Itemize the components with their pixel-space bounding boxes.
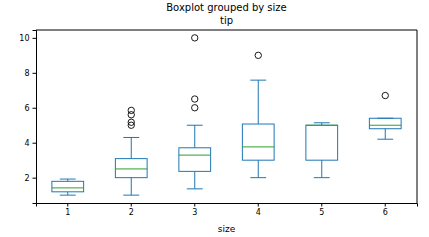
x-tick-label: 2	[129, 208, 134, 217]
subtitle: tip	[220, 15, 233, 26]
x-tick: 1	[65, 203, 70, 217]
y-tick: 2	[24, 174, 36, 183]
x-tick: 5	[319, 203, 324, 217]
y-tick-label: 10	[19, 34, 29, 43]
whisker-high	[258, 80, 259, 124]
y-tick-mark	[33, 178, 37, 179]
cap-high	[187, 125, 203, 126]
boxes	[52, 35, 401, 195]
y-tick-label: 4	[24, 139, 29, 148]
median	[115, 168, 147, 169]
x-axis: 1 2 3 4 5 6	[37, 203, 418, 217]
whisker-low	[321, 160, 322, 177]
cap-high	[314, 122, 330, 123]
box-group	[52, 179, 84, 195]
y-tick: 8	[24, 69, 36, 78]
outlier	[382, 92, 388, 98]
median	[179, 155, 211, 156]
y-tick: 10	[19, 34, 36, 43]
plot-area: 246810123456	[19, 30, 417, 217]
median	[242, 146, 274, 147]
outlier	[192, 96, 198, 102]
y-axis-line	[33, 31, 37, 204]
box-group	[179, 35, 211, 189]
y-tick-mark	[33, 108, 37, 109]
x-tick-mark	[194, 203, 195, 207]
x-tick: 4	[256, 203, 261, 217]
y-tick-mark	[33, 38, 37, 39]
whisker-low	[131, 178, 132, 195]
x-axis-label: size	[218, 224, 236, 234]
cap-high	[250, 80, 266, 81]
outlier	[128, 107, 134, 113]
x-tick: 2	[129, 203, 134, 217]
x-tick-label: 6	[383, 208, 388, 217]
cap-low	[314, 177, 330, 178]
median	[369, 125, 401, 126]
y-axis: 2 4 6 8 10	[19, 31, 36, 204]
x-tick-label: 4	[256, 208, 261, 217]
frame-right	[417, 30, 418, 203]
x-tick-label: 5	[319, 208, 324, 217]
x-tick: 3	[192, 203, 197, 217]
cap-low	[377, 139, 393, 140]
median	[52, 187, 84, 188]
chart: 246810123456Boxplot grouped by sizetipsi…	[0, 0, 429, 237]
box	[306, 125, 338, 160]
box-group	[306, 123, 338, 178]
y-tick-mark	[33, 143, 37, 144]
frame-top	[36, 30, 417, 31]
box-group	[369, 92, 401, 139]
box-group	[242, 52, 274, 178]
x-axis-line	[37, 204, 418, 207]
y-tick-label: 8	[24, 69, 29, 78]
y-tick-label: 6	[24, 104, 29, 113]
box	[52, 181, 84, 191]
x-tick: 6	[383, 203, 388, 217]
x-tick-label: 3	[192, 208, 197, 217]
median	[306, 125, 338, 126]
x-tick-mark	[385, 203, 386, 207]
cap-low	[60, 195, 76, 196]
x-tick-label: 1	[65, 208, 70, 217]
cap-high	[123, 137, 139, 138]
title: Boxplot grouped by size	[166, 2, 287, 13]
cap-low	[187, 188, 203, 189]
outlier	[255, 52, 261, 58]
box	[242, 124, 274, 160]
x-tick-mark	[321, 203, 322, 207]
outlier	[192, 35, 198, 41]
x-tick-mark	[258, 203, 259, 207]
outlier	[192, 105, 198, 111]
whisker-high	[131, 137, 132, 158]
box	[369, 118, 401, 128]
y-tick-label: 2	[24, 174, 29, 183]
x-tick-mark	[67, 203, 68, 207]
x-tick-mark	[131, 203, 132, 207]
box-group	[115, 107, 147, 195]
whisker-low	[385, 129, 386, 139]
box	[179, 148, 211, 172]
whisker-low	[258, 160, 259, 177]
y-tick: 4	[24, 139, 36, 148]
box	[115, 159, 147, 178]
cap-low	[123, 195, 139, 196]
y-tick: 6	[24, 104, 36, 113]
whisker-low	[194, 171, 195, 188]
outlier	[128, 119, 134, 125]
cap-low	[250, 177, 266, 178]
y-tick-mark	[33, 73, 37, 74]
cap-high	[60, 179, 76, 180]
whisker-high	[194, 125, 195, 148]
